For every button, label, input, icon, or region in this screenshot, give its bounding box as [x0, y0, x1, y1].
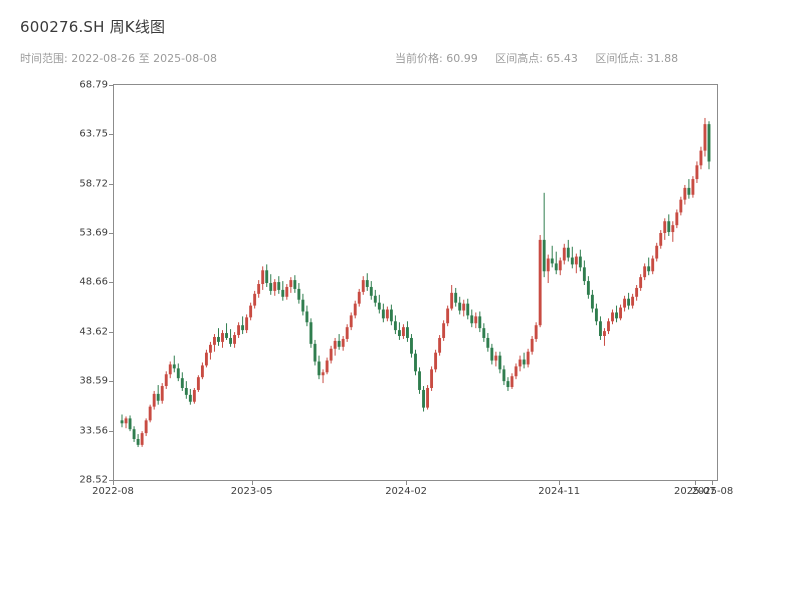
y-tick-mark — [109, 381, 113, 383]
y-tick-mark — [109, 480, 113, 481]
price-stats: 当前价格: 60.99 区间高点: 65.43 区间低点: 31.88 — [395, 50, 692, 66]
x-axis-tick-label: 2022-08 — [92, 486, 134, 497]
y-axis-tick-label: 58.72 — [79, 178, 108, 190]
y-tick-mark — [109, 134, 113, 136]
x-tick-mark — [694, 481, 696, 485]
y-axis-tick-label: 53.69 — [79, 227, 108, 239]
x-tick-mark — [113, 481, 114, 485]
x-axis-tick-label: 2025-07 — [673, 486, 716, 497]
x-axis-tick-label: 2025-08 — [691, 486, 734, 497]
date-range-label: 时间范围: 2022-08-26 至 2025-08-08 — [20, 52, 218, 65]
y-axis-tick-label: 28.52 — [79, 474, 108, 486]
y-axis-tick-label: 43.62 — [79, 326, 108, 338]
y-axis-tick-label: 68.79 — [79, 79, 108, 91]
y-axis: 28.52 33.56 38.59 43.62 48.66 53.69 58.72 63.75… — [0, 0, 108, 600]
y-axis-tick-label: 38.59 — [79, 375, 108, 387]
candlestick-plot — [113, 84, 718, 481]
x-axis-tick-label: 2024-02 — [385, 486, 427, 497]
y-tick-mark — [109, 233, 113, 235]
y-axis-tick-label: 48.66 — [79, 276, 108, 288]
range-low-stat: 区间低点: 31.88 — [595, 52, 679, 65]
chart-title: 600276.SH 周K线图 — [20, 18, 166, 36]
x-tick-mark — [251, 481, 253, 485]
x-tick-mark — [712, 481, 714, 485]
range-high-stat: 区间高点: 65.43 — [495, 52, 578, 65]
x-axis-tick-label: 2024-11 — [538, 486, 581, 497]
x-axis-tick-label: 2023-05 — [230, 486, 273, 497]
y-tick-mark — [109, 282, 113, 284]
x-axis: 2022-08 2023-05 2024-02 2024-11 2025-07 2025-… — [92, 486, 733, 506]
y-tick-mark — [109, 183, 113, 185]
y-tick-mark — [109, 430, 113, 432]
y-axis-tick-label: 63.75 — [79, 128, 108, 140]
y-axis-tick-label: 33.56 — [79, 425, 108, 437]
current-price-stat: 当前价格: 60.99 — [395, 52, 478, 65]
x-tick-mark — [559, 481, 561, 485]
y-tick-mark — [109, 331, 113, 333]
candles-svg — [120, 117, 711, 448]
x-tick-mark — [406, 481, 408, 485]
y-tick-mark — [109, 85, 113, 86]
